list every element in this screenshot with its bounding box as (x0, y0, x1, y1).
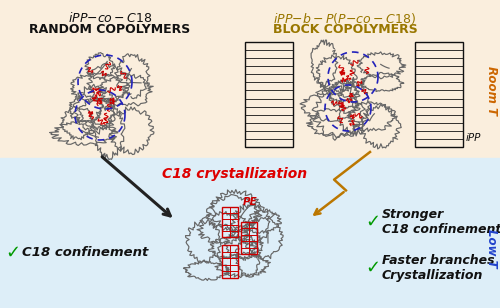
Text: ✓: ✓ (365, 259, 380, 277)
Bar (0, 158, 500, 308)
Text: Stronger
C18 confinement: Stronger C18 confinement (382, 208, 500, 236)
Text: Room T: Room T (484, 66, 498, 115)
Text: ✓: ✓ (365, 213, 380, 231)
Text: ✓: ✓ (5, 244, 20, 262)
Bar (245, 42, 293, 147)
Bar (222, 207, 238, 237)
Text: iPP: iPP (466, 133, 481, 143)
Text: PE: PE (243, 197, 258, 207)
Text: RANDOM COPOLYMERS: RANDOM COPOLYMERS (30, 23, 190, 36)
Text: BLOCK COPOLYMERS: BLOCK COPOLYMERS (272, 23, 418, 36)
Text: Faster branches
Crystallization: Faster branches Crystallization (382, 254, 494, 282)
Bar (415, 42, 463, 147)
Bar (222, 245, 238, 278)
Text: $\it{iPP\mathit{-co-}C18}$: $\it{iPP\mathit{-co-}C18}$ (68, 11, 152, 25)
Text: C18 crystallization: C18 crystallization (162, 167, 308, 181)
Text: Low T: Low T (484, 229, 498, 267)
Bar (241, 222, 257, 254)
Text: C18 confinement: C18 confinement (22, 246, 148, 260)
Bar (0, 0, 500, 158)
Text: $\it{iPP\mathit{-b-}P(P\mathit{-co-}C18)}$: $\it{iPP\mathit{-b-}P(P\mathit{-co-}C18)… (274, 11, 416, 26)
